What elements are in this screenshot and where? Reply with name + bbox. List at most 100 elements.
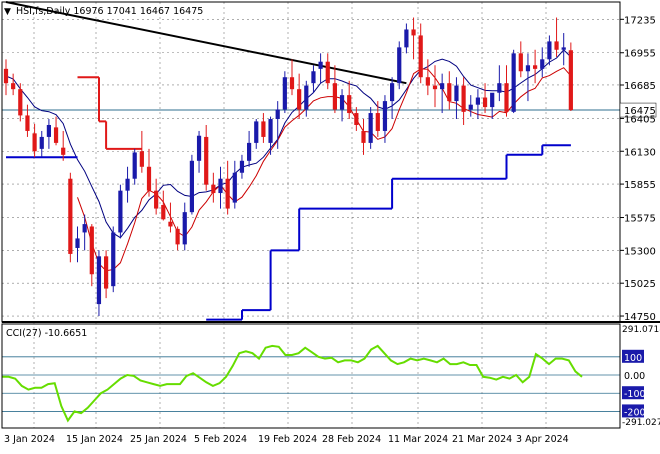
candle-body xyxy=(132,152,137,179)
price-tick-label: 16955 xyxy=(624,49,656,60)
candle-body xyxy=(547,41,552,60)
candle-body xyxy=(454,85,459,102)
candle-body xyxy=(282,77,287,110)
candle-body xyxy=(354,113,359,125)
candle-body xyxy=(239,160,245,173)
candle-body xyxy=(204,136,209,185)
price-tick-label: 16685 xyxy=(624,81,656,92)
price-tick-label: 17235 xyxy=(624,15,656,26)
price-tick-label: 15855 xyxy=(624,180,656,191)
cci-top-value: 291.0718 xyxy=(622,325,660,335)
candle-body xyxy=(46,124,51,137)
cci-level-100-label: 100 xyxy=(624,353,642,364)
price-tick-label: 15025 xyxy=(624,279,656,290)
candle-body xyxy=(268,119,273,143)
date-label: 5 Feb 2024 xyxy=(194,434,247,445)
candle-body xyxy=(96,256,102,305)
date-label: 28 Feb 2024 xyxy=(322,434,381,445)
candle-body xyxy=(554,41,559,50)
date-label: 19 Feb 2024 xyxy=(258,434,317,445)
candle-body xyxy=(533,65,538,69)
candle-body xyxy=(118,190,123,233)
cci-bottom-value: -291.0274 xyxy=(622,418,660,428)
cci-level-minus-100-box xyxy=(622,386,644,400)
candle-body xyxy=(175,228,180,245)
cci-line xyxy=(2,344,583,423)
candle-body xyxy=(525,65,531,72)
candle-body xyxy=(32,133,37,152)
cci-level-100-box xyxy=(622,349,644,363)
candle-body xyxy=(39,136,44,149)
trendline xyxy=(5,1,407,85)
candle-body xyxy=(53,127,59,143)
candle-body xyxy=(111,232,116,287)
candle-body xyxy=(332,83,337,110)
candle-body xyxy=(318,61,323,69)
cci-level-minus-100-label: -100 xyxy=(624,389,646,400)
moving-average-fast-line xyxy=(77,67,572,272)
cci-level-minus-200-label: -200 xyxy=(624,407,646,418)
price-tick-label: 15300 xyxy=(624,246,656,257)
candle-body xyxy=(218,178,223,194)
candle-body xyxy=(447,83,452,102)
candle-body xyxy=(375,113,380,131)
candle-body xyxy=(511,53,516,112)
candle-body xyxy=(25,115,30,131)
candle-body xyxy=(304,85,309,110)
candle-body xyxy=(461,85,466,112)
candle-body xyxy=(325,61,330,84)
candle-body xyxy=(490,92,495,108)
candle-body xyxy=(382,101,388,131)
candle-body xyxy=(68,178,73,254)
symbol-info: HSI,fs,Daily 16976 17041 16467 16475 xyxy=(16,6,203,17)
current-price-label: 16475 xyxy=(624,106,656,117)
candle-body xyxy=(347,95,352,114)
cci-level-zero-label: 0.00 xyxy=(624,371,645,382)
cci-label: CCI(27) -10.6651 xyxy=(6,328,87,339)
candle-body xyxy=(440,83,445,90)
date-label: 21 Mar 2024 xyxy=(452,434,512,445)
candle-body xyxy=(82,224,87,233)
candle-body xyxy=(418,35,423,78)
candle-body xyxy=(411,29,416,36)
candle-body xyxy=(390,83,395,102)
candle-body xyxy=(504,83,509,112)
candle-body xyxy=(261,121,266,137)
candle-body xyxy=(482,97,488,108)
candle-body xyxy=(211,184,216,194)
candle-body xyxy=(368,113,373,143)
candle-body xyxy=(339,95,345,110)
candle-body xyxy=(182,212,187,245)
date-label: 3 Jan 2024 xyxy=(4,434,55,445)
candle-body xyxy=(61,147,66,155)
candle-body xyxy=(275,109,280,120)
candle-body xyxy=(18,89,23,116)
candle-body xyxy=(196,135,202,161)
date-label: 3 Apr 2024 xyxy=(516,434,569,445)
candle-body xyxy=(432,85,438,90)
candle-body xyxy=(146,166,152,191)
candle-body xyxy=(518,53,523,72)
candle-body xyxy=(232,172,237,203)
candle-body xyxy=(168,221,173,227)
candle-body xyxy=(125,178,130,191)
candle-body xyxy=(361,130,366,143)
candle-body xyxy=(497,83,502,93)
cci-panel-frame xyxy=(1,323,621,429)
candle-body xyxy=(11,83,16,90)
candle-body xyxy=(297,89,302,110)
date-label: 15 Jan 2024 xyxy=(66,434,123,445)
candle-body xyxy=(254,121,259,143)
support-step-line xyxy=(206,144,571,321)
symbol-arrow-icon: ▼ xyxy=(4,7,11,17)
candle-body xyxy=(89,226,94,275)
candle-body xyxy=(247,142,252,161)
candle-body xyxy=(3,68,9,84)
current-price-box xyxy=(619,102,657,118)
candle-body xyxy=(568,50,573,111)
candle-body xyxy=(561,47,566,50)
candle-body xyxy=(404,29,409,48)
date-label: 11 Mar 2024 xyxy=(388,434,448,445)
price-tick-label: 15575 xyxy=(624,214,656,225)
